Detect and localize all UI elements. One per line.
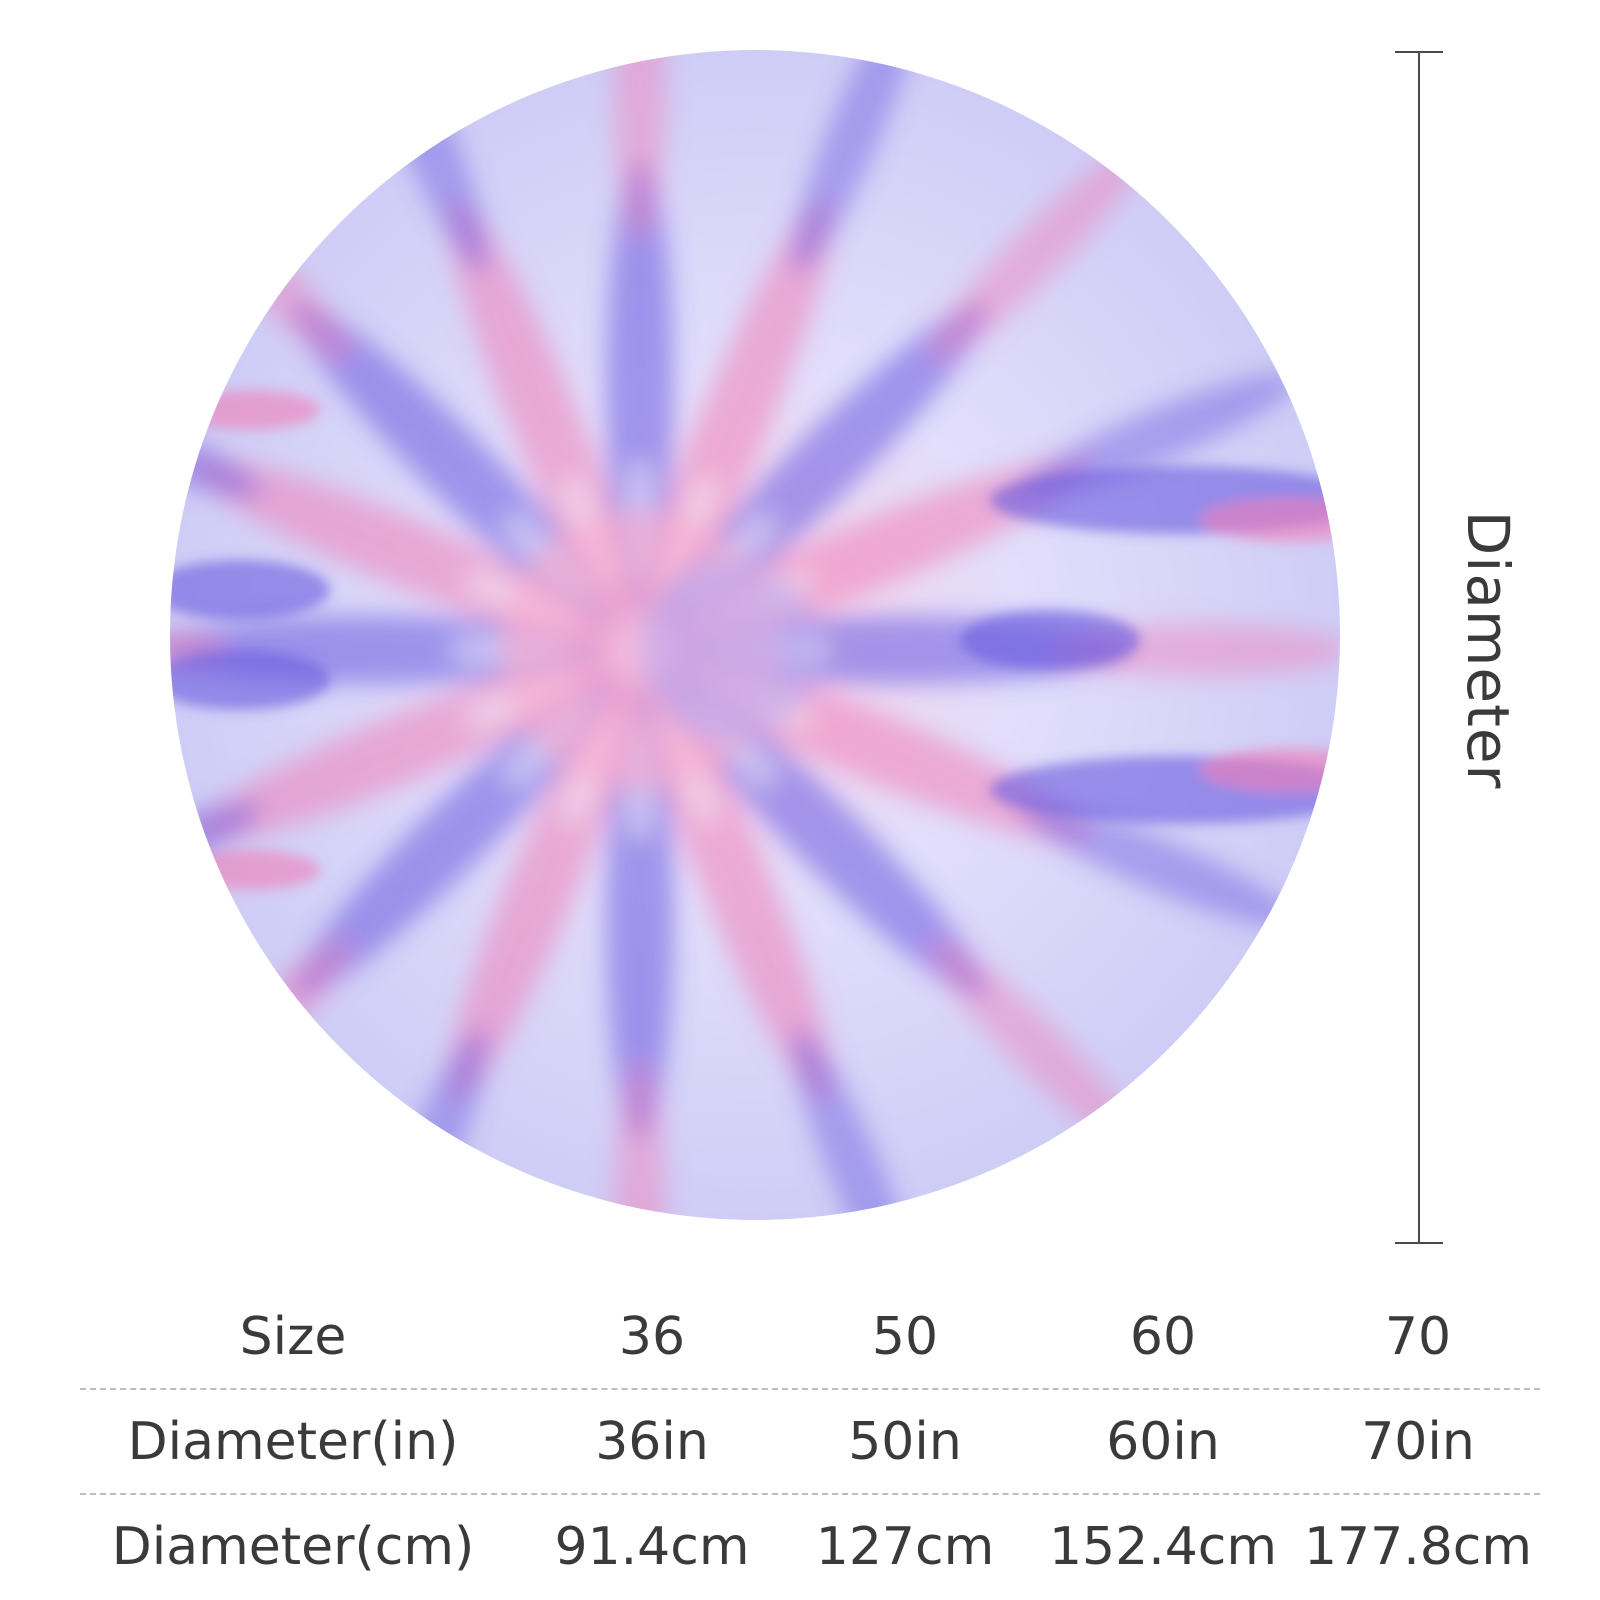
size-cell: 50 — [871, 1306, 939, 1367]
diameter-cm-cell: 127cm — [815, 1516, 995, 1577]
diameter-in-cell: 50in — [848, 1411, 962, 1472]
size-cell: 70 — [1384, 1306, 1452, 1367]
diameter-cm-cell: 177.8cm — [1303, 1516, 1533, 1577]
diameter-in-cell: 70in — [1361, 1411, 1475, 1472]
dimension-line — [1418, 52, 1420, 1243]
size-table: Size 36 50 60 70 Diameter(in) 36in 50in … — [80, 1285, 1540, 1598]
dimension-label: Diameter — [1454, 510, 1522, 790]
diameter-cm-cell: 152.4cm — [1048, 1516, 1278, 1577]
diameter-in-row: Diameter(in) 36in 50in 60in 70in — [80, 1390, 1540, 1495]
row-header-size: Size — [239, 1306, 347, 1367]
row-header-diameter-cm: Diameter(cm) — [111, 1516, 475, 1577]
size-row: Size 36 50 60 70 — [80, 1285, 1540, 1390]
diameter-in-cell: 60in — [1106, 1411, 1220, 1472]
dimension-bottom-cap — [1395, 1242, 1443, 1244]
row-header-diameter-in: Diameter(in) — [127, 1411, 459, 1472]
round-tie-dye-rug-image — [170, 50, 1340, 1220]
size-cell: 60 — [1129, 1306, 1197, 1367]
size-cell: 36 — [618, 1306, 686, 1367]
diameter-cm-row: Diameter(cm) 91.4cm 127cm 152.4cm 177.8c… — [80, 1495, 1540, 1598]
diameter-in-cell: 36in — [595, 1411, 709, 1472]
diameter-cm-cell: 91.4cm — [554, 1516, 750, 1577]
